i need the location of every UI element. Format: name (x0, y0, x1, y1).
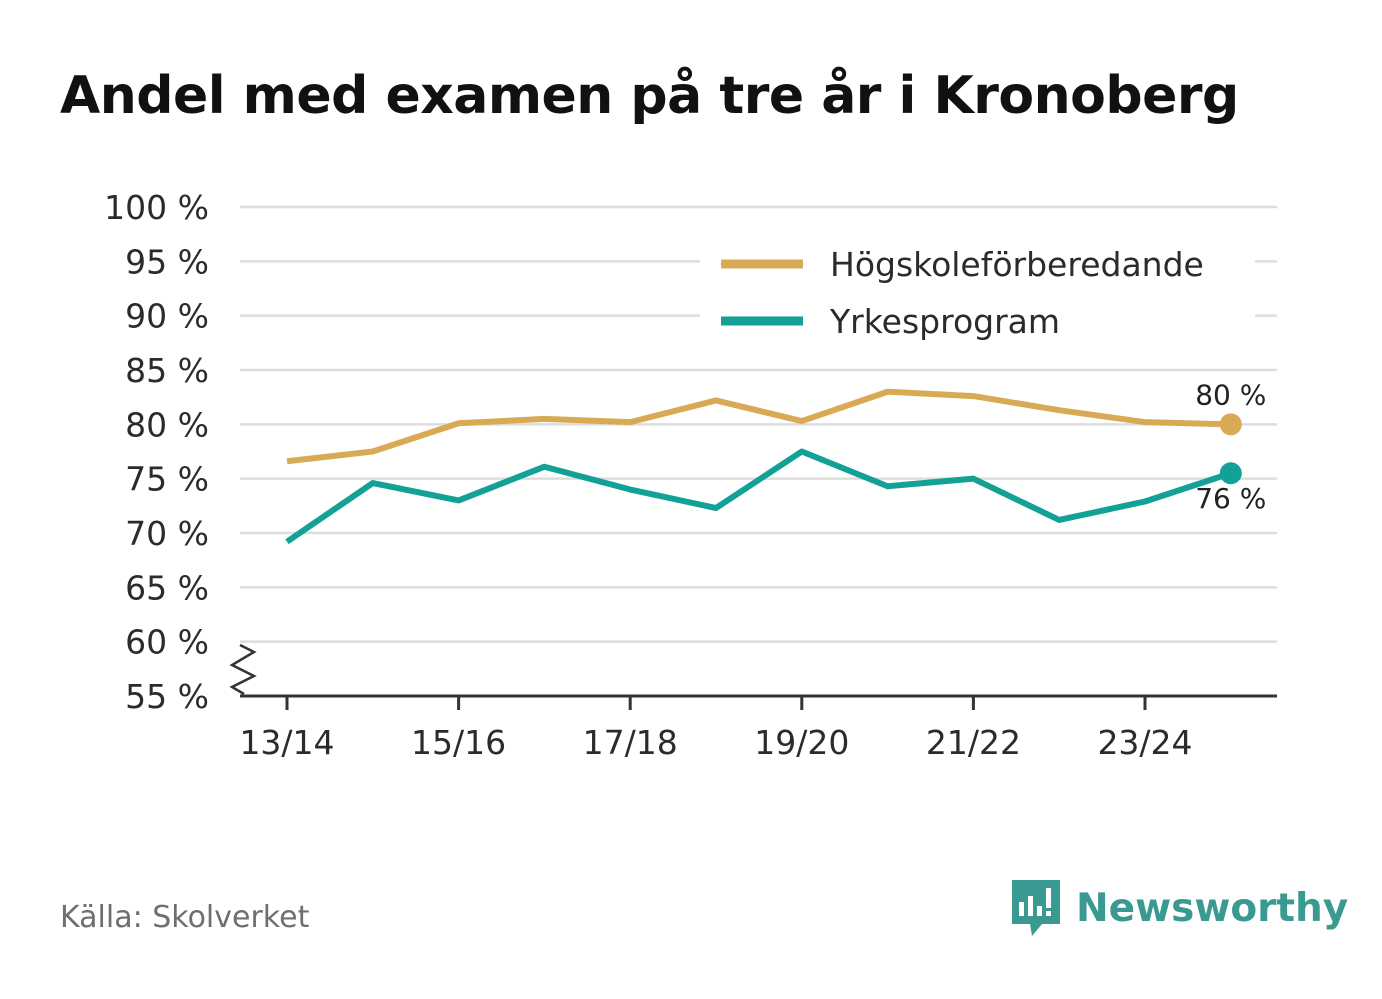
brand-logo[interactable]: Newsworthy (1010, 878, 1348, 938)
end-value-label: 80 % (1195, 378, 1266, 411)
x-tick-label: 23/24 (1097, 723, 1192, 762)
series-end-marker (1219, 462, 1242, 485)
brand-name: Newsworthy (1076, 885, 1349, 931)
newsworthy-logo-icon (1012, 880, 1060, 936)
legend-label: Yrkesprogram (829, 302, 1060, 341)
x-tick-label: 21/22 (926, 723, 1021, 762)
y-tick-label: 75 % (125, 460, 209, 499)
y-tick-label: 65 % (125, 568, 209, 607)
chart-title: Andel med examen på tre år i Kronoberg (60, 66, 1239, 126)
x-tick-label: 15/16 (411, 723, 506, 762)
y-tick-label: 60 % (125, 623, 209, 662)
end-labels: 80 % 76 % (1195, 378, 1266, 515)
y-tick-label: 85 % (125, 351, 209, 390)
legend-label: Högskoleförberedande (830, 245, 1204, 284)
series-line (286, 388, 1231, 465)
series-end-marker (1219, 413, 1242, 436)
y-tick-label: 100 % (104, 188, 209, 227)
y-tick-label: 80 % (125, 405, 209, 444)
x-axis (229, 643, 1277, 698)
x-tick-label: 19/20 (754, 723, 849, 762)
series (285, 388, 1242, 545)
x-tick-label: 17/18 (583, 723, 678, 762)
x-tick-label: 13/14 (239, 723, 334, 762)
legend: Högskoleförberedande Yrkesprogram (700, 239, 1255, 346)
axis-break-icon (229, 643, 257, 696)
y-tick-label: 90 % (125, 297, 209, 336)
y-axis-ticks: 55 % 60 % 65 % 70 % 75 % 80 % 85 % 90 % 95 % 100 … (104, 188, 209, 716)
source-label: Källa: Skolverket (60, 900, 310, 935)
series-line (285, 448, 1232, 545)
end-value-label: 76 % (1195, 482, 1266, 515)
x-axis-ticks: 13/14 15/16 17/18 19/20 21/22 23/24 (239, 696, 1193, 762)
y-tick-label: 70 % (125, 514, 209, 553)
y-tick-label: 55 % (125, 677, 209, 716)
y-tick-label: 95 % (125, 242, 209, 281)
